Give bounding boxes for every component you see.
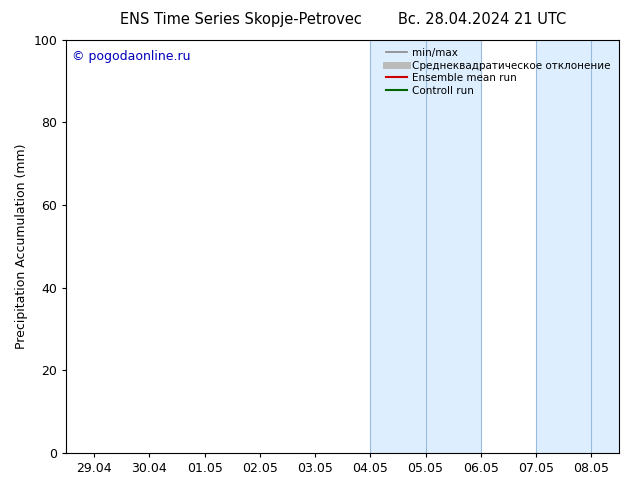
Text: ENS Time Series Skopje-Petrovec: ENS Time Series Skopje-Petrovec [120,12,362,27]
Bar [370,40,481,453]
Bar [536,40,619,453]
Legend: min/max, Среднеквадратическое отклонение, Ensemble mean run, Controll run: min/max, Среднеквадратическое отклонение… [383,45,614,99]
Text: Вс. 28.04.2024 21 UTC: Вс. 28.04.2024 21 UTC [398,12,566,27]
Y-axis label: Precipitation Accumulation (mm): Precipitation Accumulation (mm) [15,144,28,349]
Text: © pogodaonline.ru: © pogodaonline.ru [72,50,190,63]
